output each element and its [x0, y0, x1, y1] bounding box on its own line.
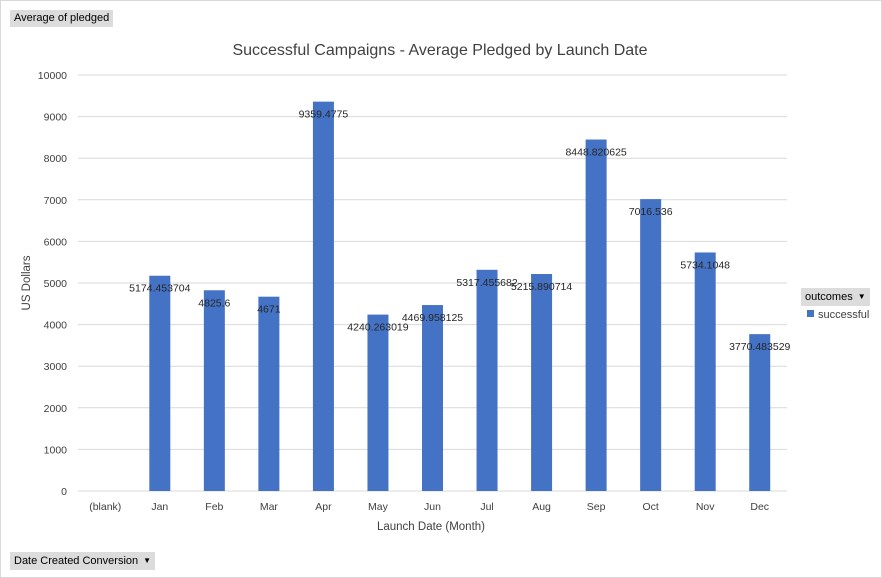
y-axis-title: US Dollars: [21, 255, 33, 310]
bar: [531, 274, 553, 491]
bar: [640, 199, 662, 491]
x-tick-label: Oct: [642, 501, 658, 513]
bar: [476, 269, 498, 491]
legend-field-label: outcomes: [805, 291, 853, 303]
bar: [203, 290, 225, 491]
bar: [694, 252, 716, 491]
bar: [585, 139, 607, 492]
bar-data-label: 4671: [257, 304, 281, 316]
bar-data-label: 3770.483529: [729, 341, 790, 353]
y-tick-label: 3000: [44, 361, 68, 373]
x-tick-label: Sep: [587, 501, 606, 513]
x-tick-label: Jan: [151, 501, 168, 513]
y-tick-label: 9000: [44, 112, 68, 124]
legend-entry-label: successful: [818, 309, 870, 321]
data-labels: 5174.453704 4825.6 4671 9359.4775 4240.26301…: [129, 109, 790, 354]
bar: [312, 101, 334, 491]
x-tick-label: Jul: [480, 501, 493, 513]
bar: [367, 314, 389, 491]
x-tick-label: May: [368, 501, 389, 513]
triangle-down-icon[interactable]: ▼: [857, 292, 866, 301]
value-field-label: Average of pledged: [14, 12, 110, 24]
bar-data-label: 4240.263019: [347, 322, 408, 334]
bar-data-label: 5174.453704: [129, 283, 190, 295]
bar-data-label: 9359.4775: [299, 109, 349, 121]
x-axis-ticks: (blank) Jan Feb Mar Apr May Jun Jul Aug Sep Oct Nov…: [89, 501, 769, 513]
x-tick-label: Aug: [532, 501, 551, 513]
axis-field-button[interactable]: Date Created Conversion ▼: [10, 552, 156, 570]
axis-field-label: Date Created Conversion: [14, 555, 139, 567]
y-tick-label: 4000: [44, 320, 68, 332]
y-tick-label: 5000: [44, 278, 68, 290]
bar: [422, 305, 443, 491]
bars: [149, 101, 771, 492]
y-tick-label: 6000: [44, 236, 68, 248]
x-tick-label: Mar: [260, 501, 279, 513]
legend-swatch: [807, 310, 814, 317]
x-tick-label: (blank): [89, 501, 121, 513]
x-axis-title: Launch Date (Month): [377, 521, 485, 533]
bar-data-label: 4825.6: [198, 297, 230, 309]
bar-data-label: 7016.536: [629, 206, 673, 218]
bar: [749, 334, 771, 491]
bar-data-label: 5317.455682: [456, 277, 517, 289]
y-tick-label: 1000: [44, 444, 68, 456]
value-field-button[interactable]: Average of pledged: [10, 10, 114, 27]
bar-data-label: 8448.820625: [565, 147, 626, 159]
x-tick-label: Nov: [696, 501, 715, 513]
x-tick-label: Jun: [424, 501, 441, 513]
triangle-down-icon[interactable]: ▼: [143, 556, 152, 565]
x-tick-label: Feb: [205, 501, 223, 513]
y-tick-label: 10000: [38, 70, 67, 82]
chart-title: Successful Campaigns - Average Pledged b…: [232, 42, 647, 59]
bar: [258, 296, 280, 491]
bar-data-label: 4469.958125: [402, 312, 463, 324]
bar: [149, 275, 171, 491]
bar-data-label: 5215.890714: [511, 281, 572, 293]
y-tick-label: 8000: [44, 153, 68, 165]
legend-entry: successful: [807, 309, 869, 321]
y-tick-label: 7000: [44, 195, 68, 207]
y-axis-ticks: 0 1000 2000 3000 4000 5000 6000 7000 8000 9000 100…: [38, 70, 67, 498]
y-tick-label: 2000: [44, 403, 68, 415]
y-tick-label: 0: [61, 486, 67, 498]
legend-field-button[interactable]: outcomes ▼: [801, 288, 870, 306]
bar-data-label: 5734.1048: [680, 259, 730, 271]
x-tick-label: Apr: [315, 501, 332, 513]
x-tick-label: Dec: [750, 501, 769, 513]
